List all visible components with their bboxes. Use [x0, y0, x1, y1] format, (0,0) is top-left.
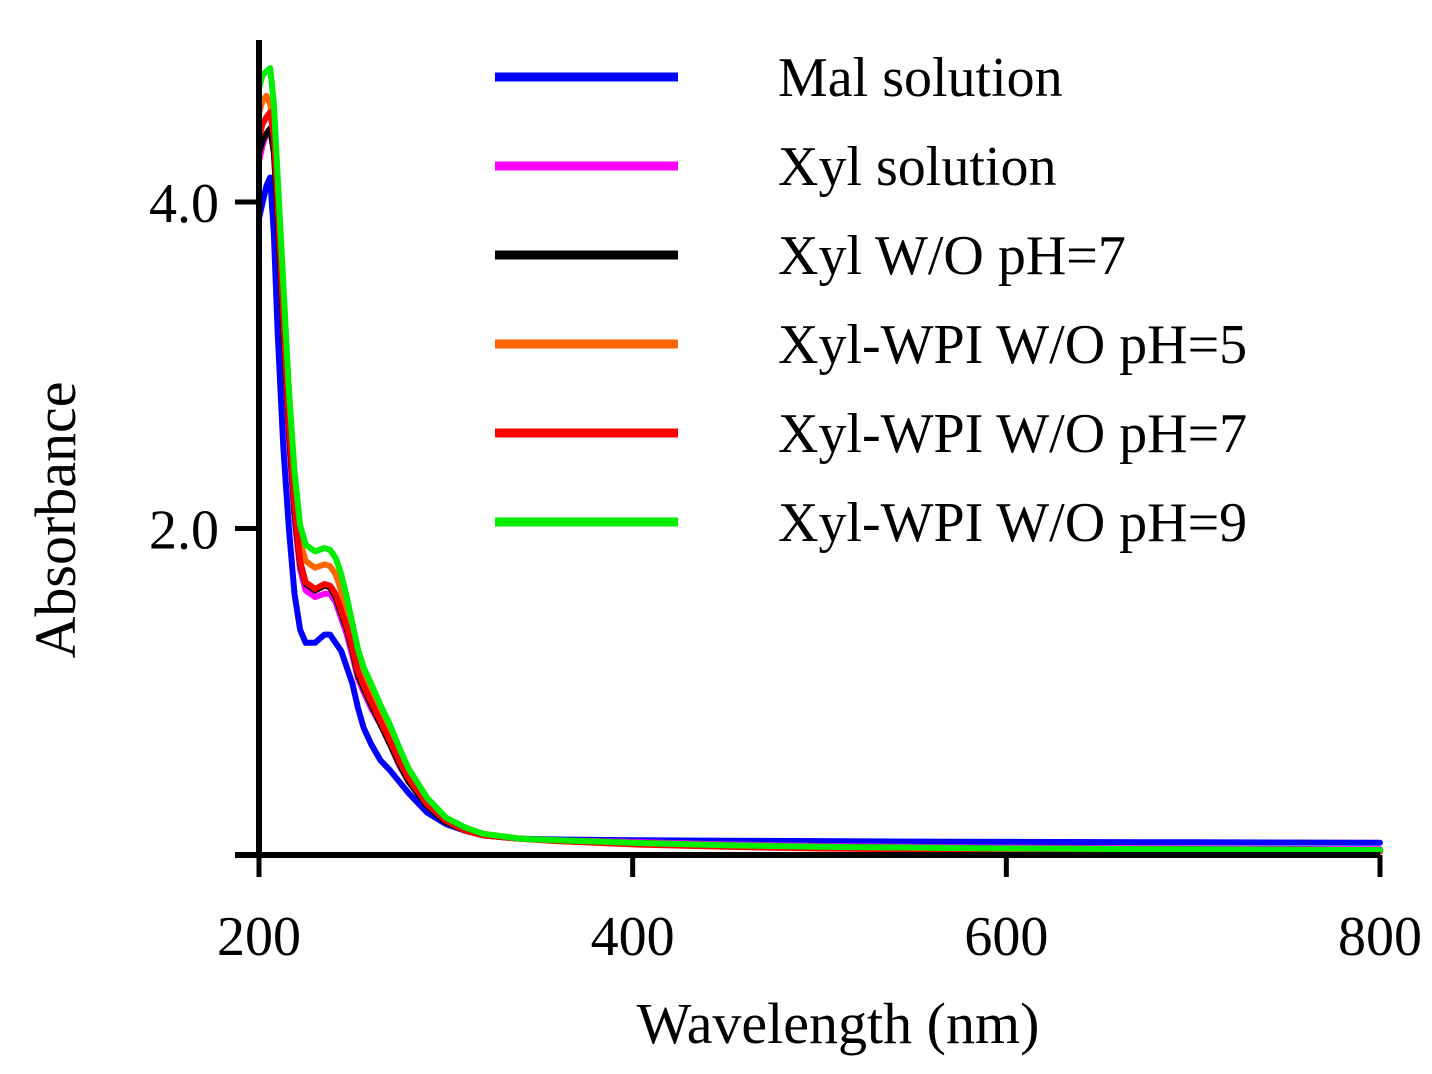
- x-tick-label: 600: [964, 906, 1048, 968]
- x-axis-title: Wavelength (nm): [637, 991, 1040, 1056]
- y-axis-title: Absorbance: [23, 381, 88, 658]
- y-tick-label: 2.0: [149, 500, 219, 562]
- legend-label-6: Xyl-WPI W/O pH=9: [778, 492, 1247, 554]
- legend-label-2: Xyl solution: [778, 136, 1056, 198]
- legend: Mal solution Xyl solution Xyl W/O pH=7 Xyl-…: [495, 47, 1247, 554]
- y-ticks-group: 2.0 4.0: [149, 173, 259, 562]
- x-ticks-group: 200 400 600 800: [217, 855, 1422, 968]
- y-tick-label: 4.0: [149, 173, 219, 235]
- legend-label-3: Xyl W/O pH=7: [778, 225, 1126, 287]
- plot-series-group: [256, 65, 1383, 855]
- series-line-6: [256, 65, 1383, 854]
- x-tick-label: 800: [1338, 906, 1422, 968]
- legend-label-4: Xyl-WPI W/O pH=5: [778, 314, 1247, 376]
- x-tick-label: 400: [591, 906, 675, 968]
- series-line-4: [256, 92, 1383, 854]
- legend-label-5: Xyl-WPI W/O pH=7: [778, 403, 1247, 465]
- x-tick-label: 200: [217, 906, 301, 968]
- series-line-5: [256, 109, 1383, 855]
- legend-label-1: Mal solution: [778, 47, 1063, 109]
